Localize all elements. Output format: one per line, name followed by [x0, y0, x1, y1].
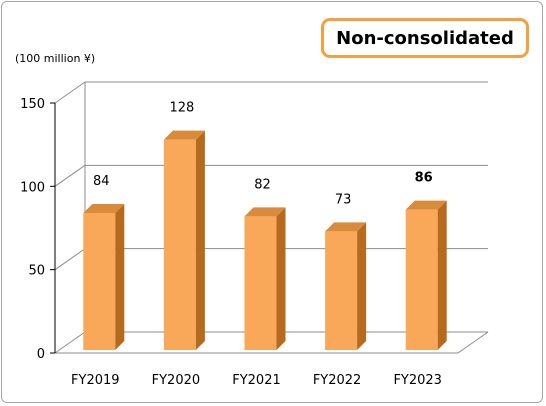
y-tick-label: 100 — [20, 180, 45, 195]
bar-top-FY2020 — [163, 130, 205, 140]
bar-top-FY2022 — [325, 222, 367, 232]
x-tick-label-FY2023: FY2023 — [393, 373, 442, 388]
bar-side-FY2023 — [437, 200, 447, 350]
grid-depth-0 — [54, 331, 86, 354]
grid-depth-50 — [54, 248, 86, 271]
bar-FY2023 — [405, 209, 438, 350]
non-consolidated-badge: Non-consolidated — [321, 18, 529, 58]
data-label-FY2021: 82 — [254, 177, 271, 192]
data-label-FY2022: 73 — [335, 192, 352, 207]
y-tick-label: 50 — [28, 264, 45, 279]
bar-side-FY2022 — [357, 222, 367, 350]
unit-label: (100 million ¥) — [15, 52, 96, 65]
bar-top-FY2023 — [405, 200, 447, 210]
x-tick-label-FY2022: FY2022 — [313, 373, 362, 388]
x-tick-label-FY2020: FY2020 — [152, 373, 201, 388]
grid-depth-100 — [54, 164, 86, 187]
bar-top-FY2021 — [244, 207, 286, 217]
bar-top-FY2019 — [83, 204, 125, 213]
y-tick-label: 150 — [20, 97, 45, 112]
bar-side-FY2021 — [276, 207, 286, 350]
data-label-FY2019: 84 — [93, 174, 110, 189]
data-label-FY2023: 86 — [415, 171, 433, 186]
floor-right-edge — [457, 331, 489, 354]
x-tick-label-FY2019: FY2019 — [71, 373, 120, 388]
bar-FY2019 — [83, 213, 116, 350]
data-label-FY2020: 128 — [169, 101, 194, 116]
bar-FY2021 — [244, 216, 277, 350]
x-tick-label-FY2021: FY2021 — [232, 373, 281, 388]
bar-side-FY2019 — [115, 204, 125, 350]
bar-side-FY2020 — [195, 130, 205, 350]
grid-depth-150 — [54, 81, 86, 104]
bar-FY2022 — [325, 231, 358, 350]
y-tick-label: 0 — [37, 347, 45, 362]
bar-FY2020 — [163, 139, 196, 350]
